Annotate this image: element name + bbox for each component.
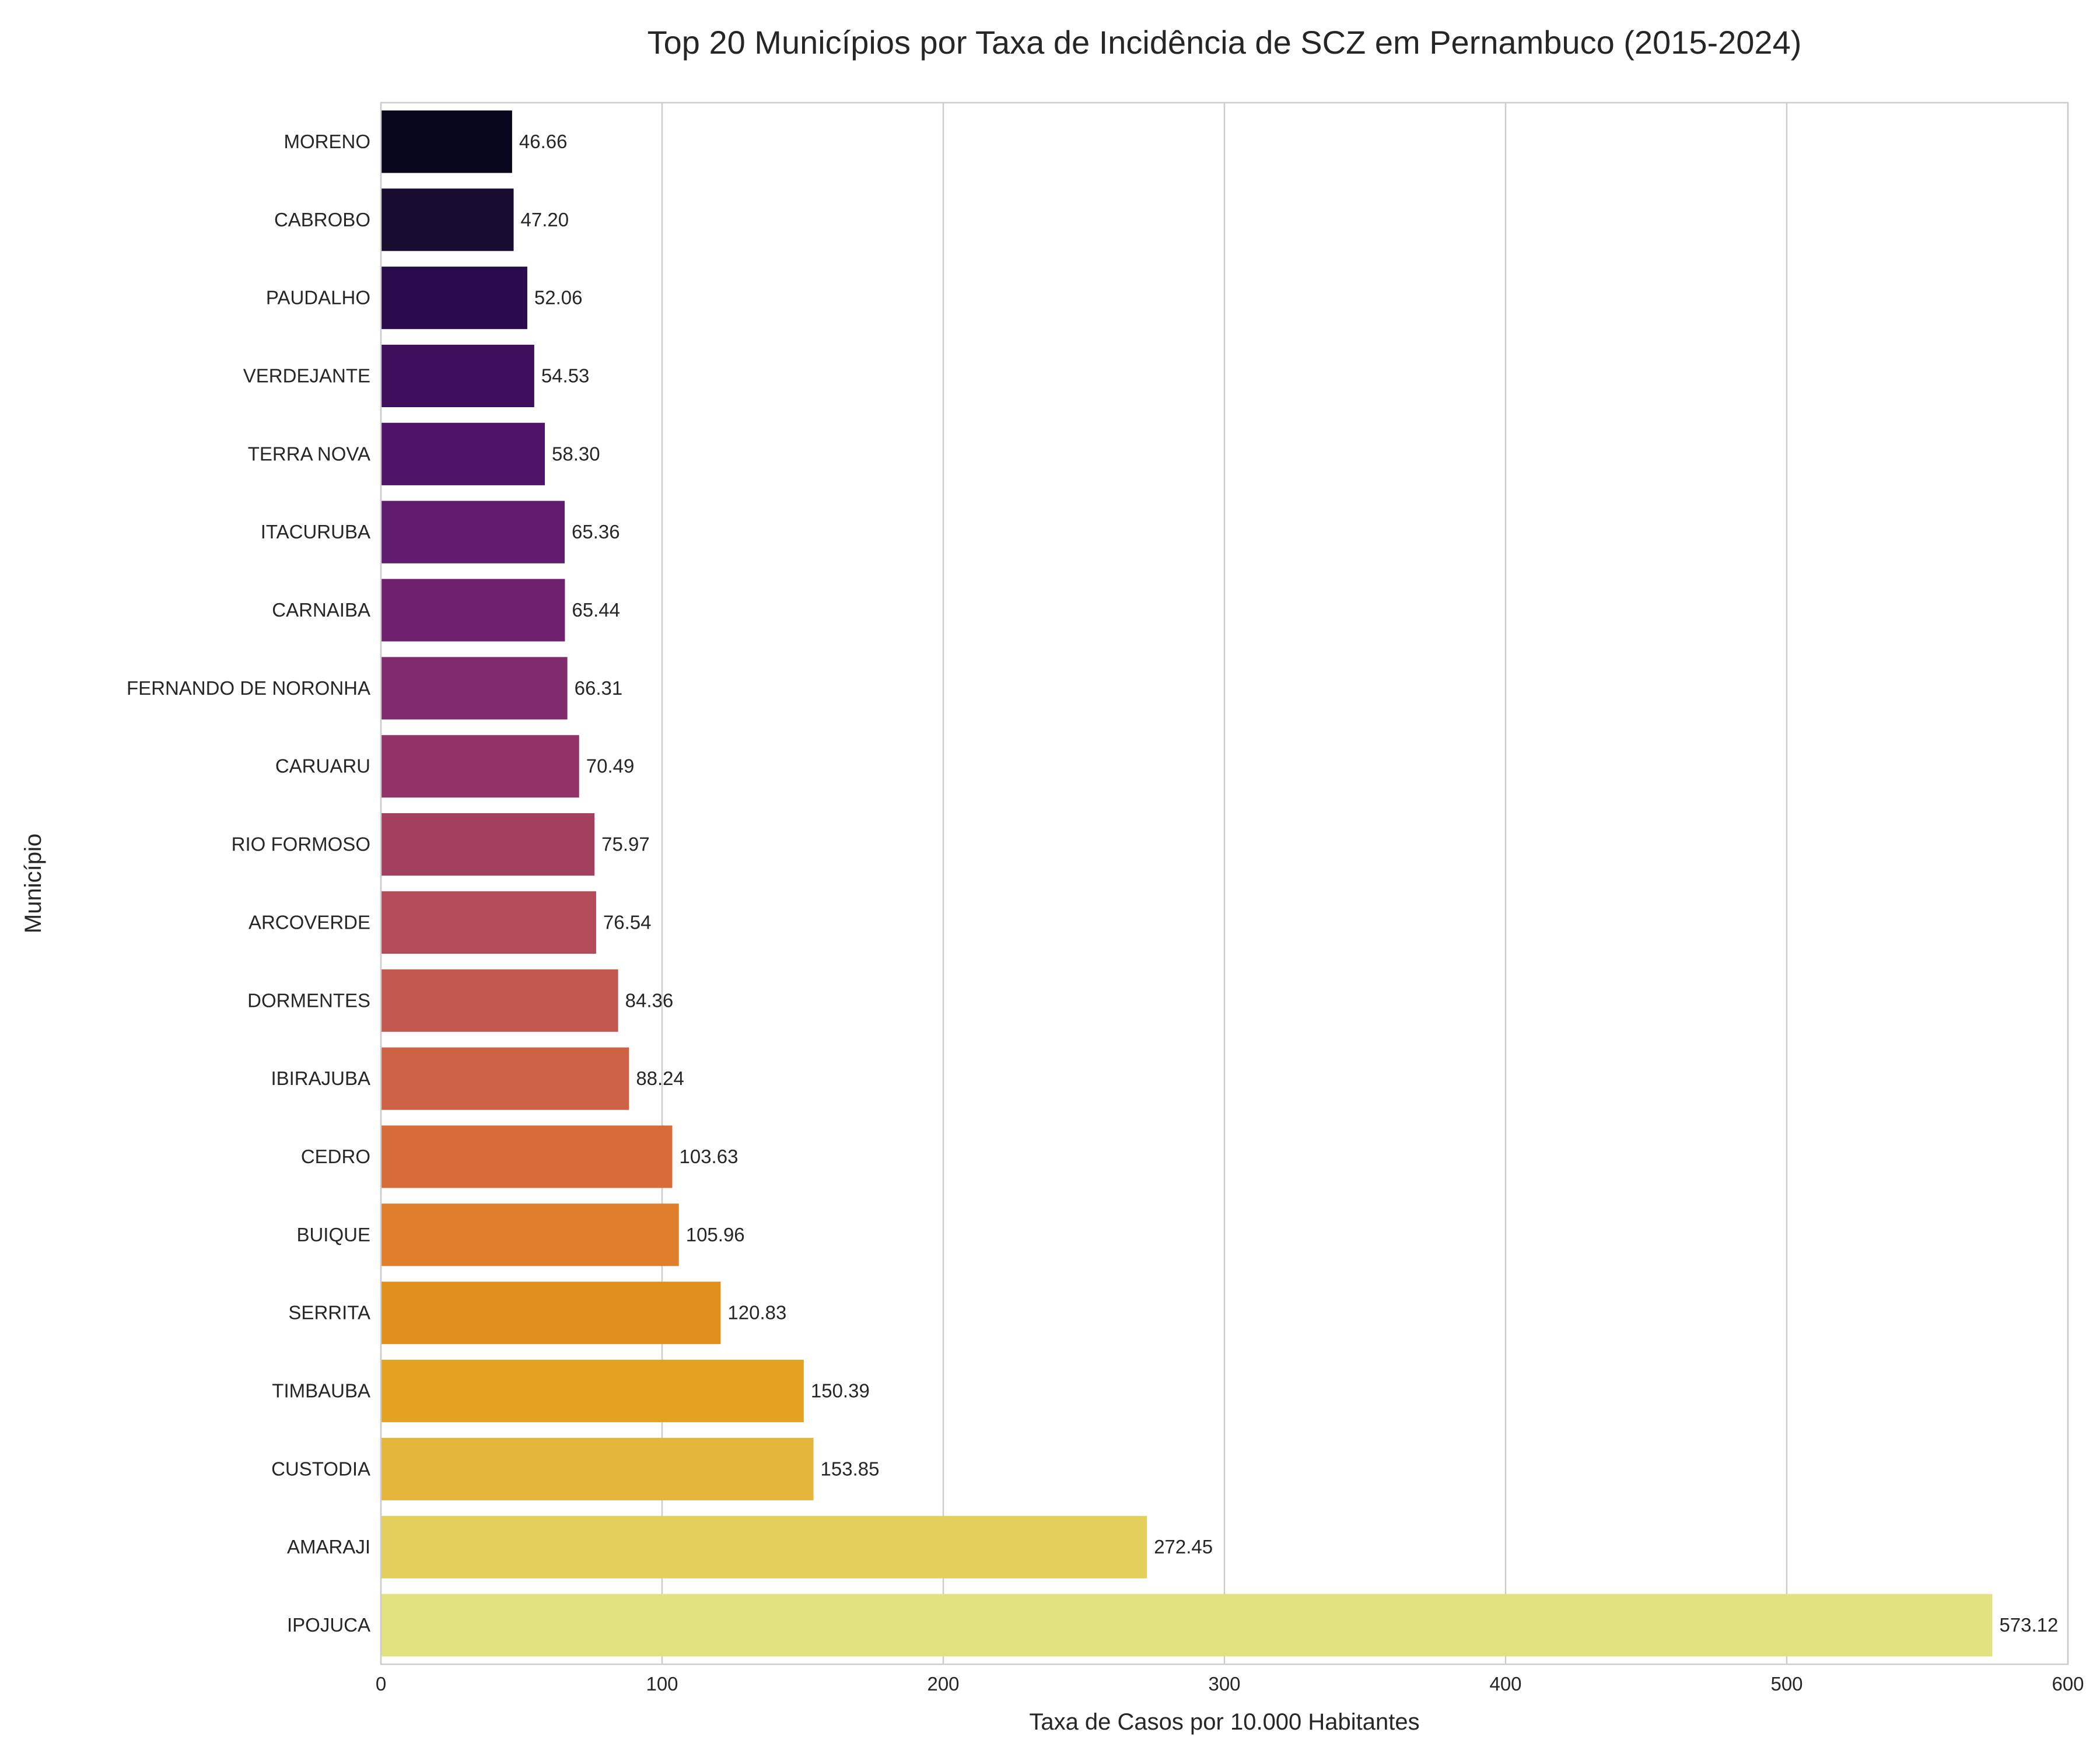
bar-value-label: 103.63 — [679, 1146, 738, 1167]
x-tick-label: 500 — [1770, 1673, 1803, 1695]
bar — [381, 501, 565, 564]
bar — [381, 422, 545, 485]
bar-value-label: 65.44 — [572, 599, 620, 621]
y-tick-label: IBIRAJUBA — [271, 1068, 370, 1089]
bar-value-label: 66.31 — [575, 677, 623, 699]
x-axis-title: Taxa de Casos por 10.000 Habitantes — [1029, 1709, 1419, 1735]
bar-value-label: 573.12 — [1999, 1614, 2058, 1636]
bar — [381, 579, 565, 642]
x-tick-label: 0 — [376, 1673, 386, 1695]
bar — [381, 657, 568, 720]
y-tick-label: SERRITA — [288, 1302, 370, 1324]
bar — [381, 813, 595, 876]
y-tick-label: BUIQUE — [296, 1224, 370, 1245]
y-tick-label: CEDRO — [301, 1146, 370, 1167]
y-tick-label: CARNAIBA — [272, 599, 370, 621]
x-tick-label: 600 — [2052, 1673, 2084, 1695]
y-tick-label: TERRA NOVA — [248, 443, 370, 464]
bar — [381, 1359, 804, 1423]
y-tick-label: CARUARU — [275, 755, 370, 777]
y-tick-label: IPOJUCA — [287, 1614, 370, 1636]
bars — [381, 110, 1993, 1657]
bar — [381, 1203, 679, 1266]
y-tick-label: RIO FORMOSO — [232, 834, 370, 855]
bar-value-label: 105.96 — [686, 1224, 745, 1245]
bar-value-label: 153.85 — [821, 1458, 880, 1479]
bar-value-label: 75.97 — [601, 834, 650, 855]
bar-value-label: 65.36 — [572, 521, 620, 542]
y-tick-label: MORENO — [284, 131, 371, 152]
y-tick-label: CUSTODIA — [271, 1458, 370, 1479]
bar — [381, 1516, 1147, 1578]
bar — [381, 1125, 673, 1188]
data-labels: 46.66 47.20 52.06 54.53 58.30 65.36 65.44 66.31… — [519, 131, 2058, 1636]
bar-value-label: 150.39 — [811, 1380, 870, 1402]
bar-value-label: 76.54 — [603, 911, 652, 933]
bar — [381, 1047, 629, 1110]
y-tick-label: ARCOVERDE — [249, 911, 370, 933]
y-tick-label: FERNANDO DE NORONHA — [127, 677, 370, 699]
y-axis-title: Município — [20, 834, 46, 933]
bar-value-label: 54.53 — [541, 365, 590, 386]
bar-value-label: 88.24 — [636, 1068, 684, 1089]
chart-title: Top 20 Municípios por Taxa de Incidência… — [648, 24, 1802, 61]
bar — [381, 344, 534, 408]
y-tick-label: PAUDALHO — [266, 287, 370, 309]
y-tick-label: DORMENTES — [247, 989, 370, 1011]
x-tick-labels: 0 100 200 300 400 500 600 — [376, 1673, 2084, 1695]
plot-frame — [380, 102, 2069, 1665]
y-tick-labels: MORENO CABROBO PAUDALHO VERDEJANTE TERRA NOV… — [127, 131, 370, 1636]
y-tick-label: VERDEJANTE — [243, 365, 370, 386]
bar-value-label: 46.66 — [519, 131, 568, 152]
bar-value-label: 47.20 — [521, 209, 569, 230]
bar-value-label: 272.45 — [1154, 1536, 1213, 1558]
y-tick-label: CABROBO — [274, 209, 370, 230]
y-tick-label: ITACURUBA — [261, 521, 370, 542]
bar — [381, 891, 596, 954]
y-tick-label: AMARAJI — [287, 1536, 370, 1558]
x-tick-label: 100 — [646, 1673, 678, 1695]
bar-value-label: 84.36 — [625, 989, 674, 1011]
bar — [381, 188, 514, 251]
bar — [381, 735, 579, 798]
x-tick-label: 200 — [927, 1673, 959, 1695]
bar — [381, 1282, 721, 1345]
bar — [381, 1594, 1993, 1657]
x-tick-label: 300 — [1208, 1673, 1240, 1695]
bar-value-label: 70.49 — [586, 755, 635, 777]
bar-value-label: 120.83 — [727, 1302, 786, 1324]
y-tick-label: TIMBAUBA — [272, 1380, 370, 1402]
x-tick-label: 400 — [1489, 1673, 1521, 1695]
bar — [381, 267, 527, 330]
bar — [381, 969, 618, 1032]
bar-value-label: 58.30 — [552, 443, 600, 464]
bar — [381, 1437, 814, 1500]
bar-value-label: 52.06 — [534, 287, 583, 309]
bar — [381, 110, 512, 173]
